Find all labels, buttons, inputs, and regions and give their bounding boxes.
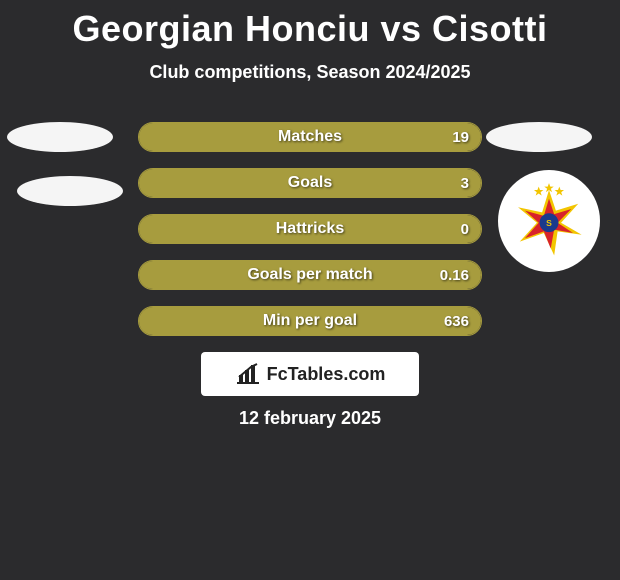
- fcsb-star-icon: S: [506, 178, 592, 264]
- stat-row: Hattricks0: [138, 214, 482, 244]
- stat-value-right: 3: [461, 169, 469, 197]
- stat-value-right: 19: [452, 123, 469, 151]
- stat-value-right: 0.16: [440, 261, 469, 289]
- branding-text: FcTables.com: [267, 364, 386, 385]
- stats-container: Matches19 Goals3 Hattricks0 Goals per match…: [138, 122, 482, 352]
- stat-label: Hattricks: [139, 215, 481, 243]
- stat-row: Min per goal636: [138, 306, 482, 336]
- stat-label: Goals per match: [139, 261, 481, 289]
- left-player-club-logo: [17, 176, 123, 206]
- stat-label: Matches: [139, 123, 481, 151]
- right-player-avatar: [486, 122, 592, 152]
- stat-label: Goals: [139, 169, 481, 197]
- svg-text:S: S: [546, 218, 552, 228]
- subtitle: Club competitions, Season 2024/2025: [0, 62, 620, 83]
- page-title: Georgian Honciu vs Cisotti: [0, 0, 620, 50]
- stat-row: Goals3: [138, 168, 482, 198]
- stat-row: Matches19: [138, 122, 482, 152]
- left-player-avatar: [7, 122, 113, 152]
- stat-row: Goals per match0.16: [138, 260, 482, 290]
- stat-value-right: 0: [461, 215, 469, 243]
- date-text: 12 february 2025: [0, 408, 620, 429]
- right-player-club-logo: S: [498, 170, 600, 272]
- stat-label: Min per goal: [139, 307, 481, 335]
- branding-badge: FcTables.com: [201, 352, 419, 396]
- stat-value-right: 636: [444, 307, 469, 335]
- bar-chart-icon: [235, 363, 261, 385]
